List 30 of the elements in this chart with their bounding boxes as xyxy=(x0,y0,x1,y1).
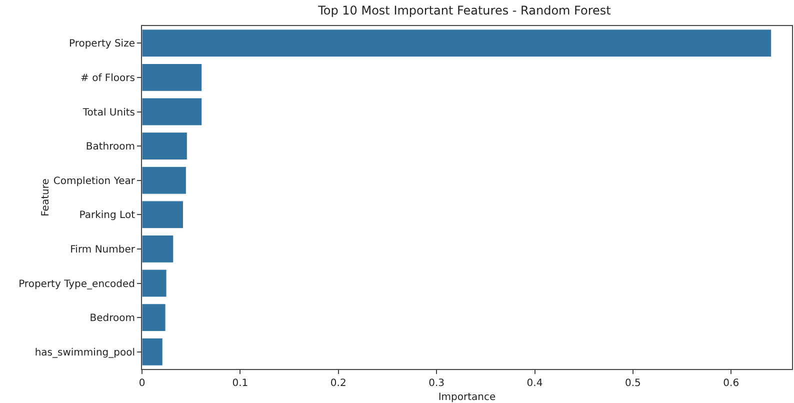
x-tick-label: 0.3 xyxy=(428,378,445,389)
bar xyxy=(142,98,202,126)
y-tick-label: Parking Lot xyxy=(79,210,136,222)
y-tick-label: Firm Number xyxy=(70,244,136,256)
bar xyxy=(142,132,188,160)
y-tick-label: Bedroom xyxy=(90,313,135,324)
y-axis-title: Feature xyxy=(40,178,52,216)
x-tick-label: 0.4 xyxy=(526,378,543,389)
bar xyxy=(142,338,163,366)
x-axis-title: Importance xyxy=(438,392,496,403)
x-tick-label: 0.2 xyxy=(330,378,346,389)
y-tick-label: has_swimming_pool xyxy=(34,347,135,358)
bar xyxy=(142,269,167,298)
bar xyxy=(142,63,202,92)
y-tick-label: Total Units xyxy=(82,107,135,118)
bar xyxy=(142,234,174,263)
y-tick-label: Property Type_encoded xyxy=(18,278,135,290)
y-tick-label: Property Size xyxy=(68,38,135,50)
bar xyxy=(142,304,166,332)
x-tick-label: 0.5 xyxy=(624,378,641,389)
y-tick-label: Completion Year xyxy=(53,176,136,187)
x-tick-label: 0 xyxy=(138,378,146,389)
y-tick-label: Bathroom xyxy=(86,142,135,153)
x-tick-label: 0.6 xyxy=(723,378,740,389)
bar xyxy=(142,166,186,194)
bar xyxy=(142,29,772,58)
bar xyxy=(142,200,184,229)
x-tick-label: 0.1 xyxy=(232,378,248,389)
chart-title: Top 10 Most Important Features - Random Forest xyxy=(317,3,612,18)
y-tick-label: # of Floors xyxy=(80,72,135,84)
